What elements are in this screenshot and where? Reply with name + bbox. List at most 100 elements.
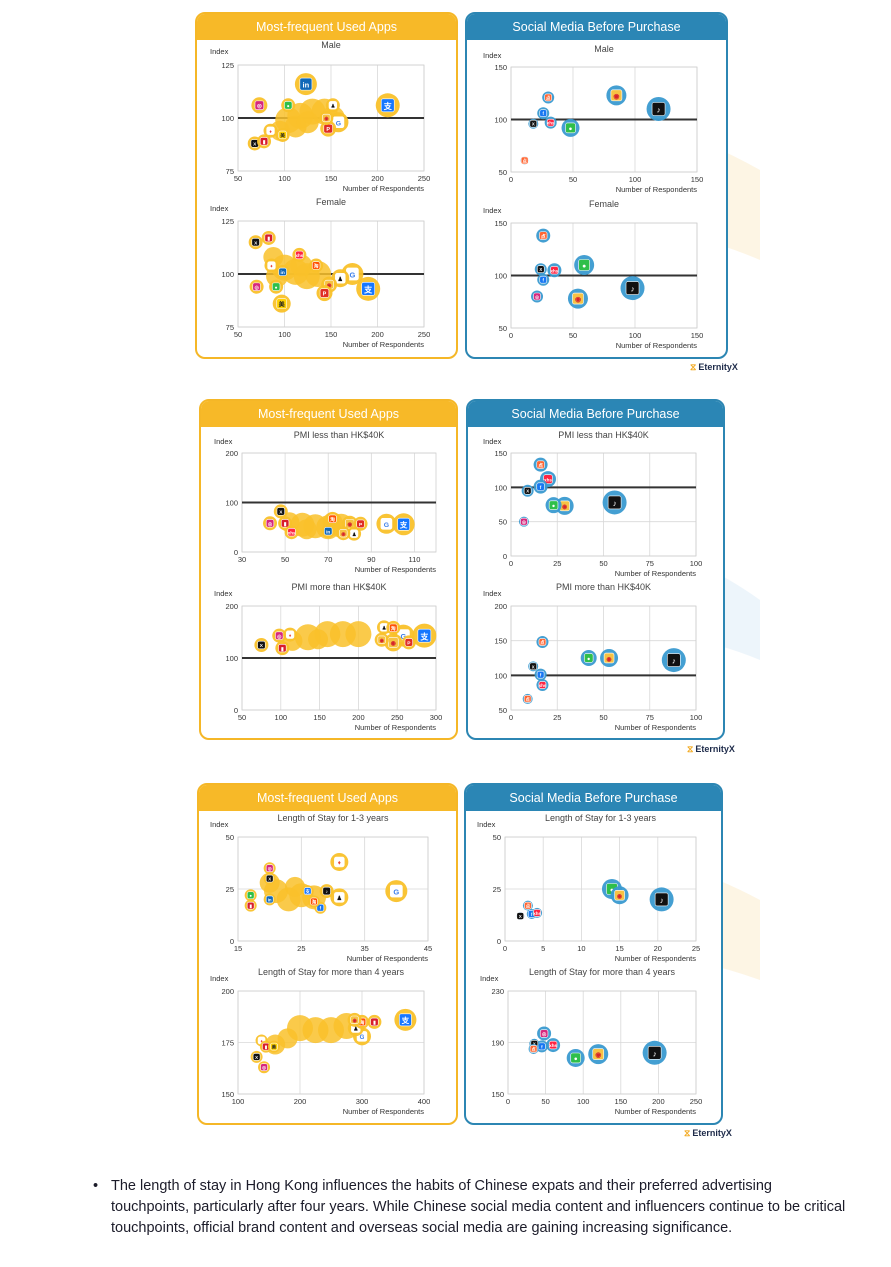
y-tick-label: 75 — [226, 323, 234, 332]
chart-title: PMI more than HK$40K — [556, 582, 651, 592]
instagram-icon-glyph: ◎ — [255, 285, 260, 291]
y-axis-label: Index — [210, 974, 229, 983]
instagram-icon-glyph: ◎ — [535, 294, 539, 299]
y-tick-label: 200 — [221, 987, 234, 996]
chart-title: Female — [589, 199, 619, 209]
alipay-icon — [417, 628, 432, 643]
dianping-icon — [538, 638, 547, 646]
x-tick-label: 15 — [615, 944, 623, 953]
instagram-icon-glyph: ◎ — [277, 634, 282, 640]
linkedin-icon-glyph: in — [268, 897, 272, 902]
dianping-icon — [544, 93, 553, 102]
x-tick-label: 300 — [356, 1097, 369, 1106]
y-tick-label: 25 — [493, 885, 501, 894]
taobao-icon-glyph: 淘 — [314, 263, 319, 270]
maps-icon — [266, 126, 275, 135]
wechat-icon-glyph: ● — [587, 656, 590, 662]
x-icon — [536, 265, 545, 274]
google-icon-glyph: G — [349, 270, 355, 279]
panel-social-income: Social Media Before Purchase — [466, 399, 725, 740]
panel-apps-stay: Most-frequent Used Apps — [197, 783, 458, 1125]
x-icon-glyph: X — [254, 240, 258, 246]
pinduoduo-icon — [404, 638, 413, 647]
brand-name: EternityX — [695, 744, 735, 754]
x-icon-glyph: X — [253, 142, 257, 148]
xhs-icon-glyph: xhs — [547, 121, 555, 126]
y-tick-label: 100 — [494, 671, 507, 680]
instagram-icon — [260, 1063, 268, 1072]
y-tick-label: 0 — [497, 937, 501, 946]
instagram-icon — [254, 100, 265, 110]
x-tick-label: 5 — [541, 944, 545, 953]
x-tick-label: 200 — [652, 1097, 665, 1106]
brand-mark-icon: ⧖ — [684, 1128, 691, 1138]
pinduoduo-icon-glyph: P — [407, 641, 411, 647]
wechat-icon-glyph: ● — [582, 263, 586, 270]
qq-icon — [335, 272, 346, 284]
taobao-icon — [310, 897, 318, 906]
dianping-icon-glyph: 点 — [546, 94, 551, 101]
panel-title: Social Media Before Purchase — [467, 14, 726, 40]
brand-logo-2: ⧖ EternityX — [687, 744, 735, 755]
y-tick-label: 125 — [221, 61, 234, 70]
instagram-icon-glyph: ◎ — [542, 1032, 547, 1038]
plot-frame — [507, 990, 697, 1095]
plot-frame — [504, 836, 697, 942]
y-tick-label: 100 — [494, 272, 507, 281]
alipay-icon-glyph: 支 — [399, 520, 408, 530]
xhs-icon — [546, 118, 555, 127]
chart-title: Male — [321, 40, 341, 50]
facebook-icon-glyph: f — [531, 912, 533, 917]
instagram-icon — [252, 282, 261, 291]
bubble-point — [308, 629, 329, 650]
panel-title: Social Media Before Purchase — [468, 401, 723, 427]
pinduoduo-icon — [319, 288, 330, 298]
x-tick-label: 150 — [615, 1097, 628, 1106]
dianping-icon-glyph: 点 — [538, 462, 543, 469]
x-tick-label: 150 — [325, 174, 338, 183]
x-tick-label: 250 — [391, 713, 404, 722]
wechat-icon-glyph: ● — [287, 104, 290, 109]
x-tick-label: 150 — [325, 330, 338, 339]
y-tick-label: 150 — [491, 1090, 504, 1099]
x-tick-label: 110 — [408, 555, 420, 564]
y-axis-label: Index — [210, 47, 229, 56]
meituan-icon — [270, 1042, 278, 1051]
red-icon — [278, 643, 287, 653]
red-icon — [370, 1017, 379, 1027]
instagram-icon-glyph: ◎ — [262, 1065, 266, 1070]
xhs-icon-glyph: xhs — [549, 1043, 557, 1048]
wechat-icon — [565, 122, 576, 134]
x-tick-label: 50 — [541, 1097, 549, 1106]
x-icon-glyph: X — [532, 122, 535, 127]
x-tick-label: 25 — [553, 559, 561, 568]
linkedin-icon — [324, 527, 333, 536]
dianping-icon-glyph: 点 — [541, 233, 546, 240]
brand-name: EternityX — [698, 362, 738, 372]
tiktok-icon — [651, 102, 666, 116]
taobao-icon-glyph: 淘 — [360, 1019, 365, 1026]
x-tick-label: 25 — [553, 713, 561, 722]
brand-logo-1: ⧖ EternityX — [690, 362, 738, 373]
qq-icon-glyph: ♟ — [331, 103, 335, 109]
x-tick-label: 100 — [278, 174, 291, 183]
x-axis-label: Number of Respondents — [355, 565, 437, 574]
y-tick-label: 200 — [225, 602, 238, 611]
panel-title: Most-frequent Used Apps — [201, 401, 456, 427]
chart-title: Length of Stay for more than 4 years — [529, 967, 676, 977]
taobao-icon — [311, 261, 321, 270]
xhs-icon — [533, 909, 541, 917]
maps-icon-glyph: ♦ — [289, 634, 292, 639]
instagram-icon — [265, 519, 275, 528]
y-tick-label: 200 — [494, 602, 507, 611]
x-tick-label: 100 — [275, 713, 288, 722]
alipay-icon-glyph: 支 — [383, 101, 393, 111]
y-axis-label: Index — [483, 51, 502, 60]
y-axis-label: Index — [480, 974, 499, 983]
weibo-icon-glyph: ◉ — [352, 1018, 357, 1024]
x-tick-label: 75 — [646, 559, 654, 568]
weibo-icon-glyph: ◉ — [562, 504, 568, 511]
wechat-icon — [284, 101, 293, 110]
x-tick-label: 100 — [278, 330, 291, 339]
maps-icon — [334, 856, 345, 868]
